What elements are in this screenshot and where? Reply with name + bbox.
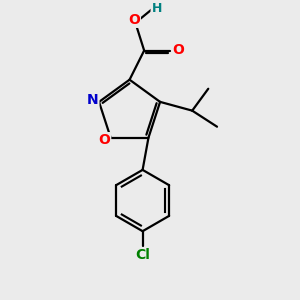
- Text: O: O: [128, 13, 140, 27]
- Text: N: N: [87, 93, 98, 107]
- Text: O: O: [173, 43, 184, 57]
- Text: Cl: Cl: [135, 248, 150, 262]
- Text: O: O: [98, 133, 110, 147]
- Text: H: H: [152, 2, 162, 15]
